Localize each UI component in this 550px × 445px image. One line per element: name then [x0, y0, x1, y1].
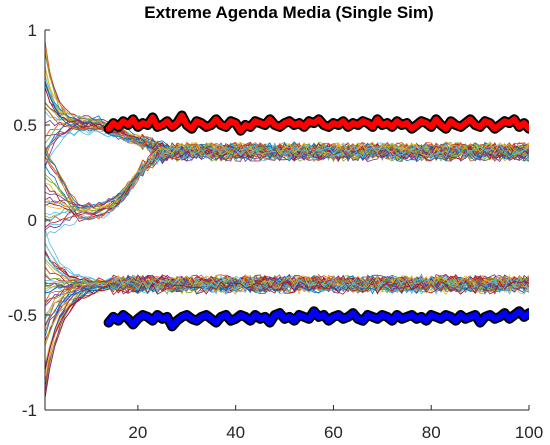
agent-line — [45, 143, 529, 238]
y-tick-label: -1 — [22, 401, 37, 420]
plot-area — [45, 40, 529, 399]
agent-line — [45, 280, 529, 371]
x-tick-label: 40 — [226, 423, 245, 440]
agent-line — [45, 274, 529, 319]
chart-title: Extreme Agenda Media (Single Sim) — [144, 3, 433, 22]
agent-line — [45, 145, 529, 216]
agent-line — [45, 141, 529, 212]
agent-line — [45, 147, 529, 209]
y-tick-label: 0 — [28, 211, 37, 230]
agent-line — [45, 253, 529, 289]
agent-line — [45, 143, 529, 213]
x-tick-label: 60 — [324, 423, 343, 440]
axes: 20 40 60 80 100 -1 -0.5 0 0.5 1 — [8, 21, 543, 442]
media-lines — [103, 110, 529, 332]
x-tick-label: 20 — [128, 423, 147, 440]
y-tick-label: -0.5 — [8, 306, 37, 325]
media-line — [105, 112, 529, 134]
y-tick-label: 1 — [28, 21, 37, 40]
agent-line — [45, 272, 529, 292]
y-tick-label: 0.5 — [13, 116, 37, 135]
x-tick-label: 100 — [515, 423, 543, 440]
media-line — [105, 308, 529, 330]
agent-line — [45, 253, 529, 292]
agent-opinion-lines — [45, 40, 529, 399]
x-tick-label: 80 — [422, 423, 441, 440]
